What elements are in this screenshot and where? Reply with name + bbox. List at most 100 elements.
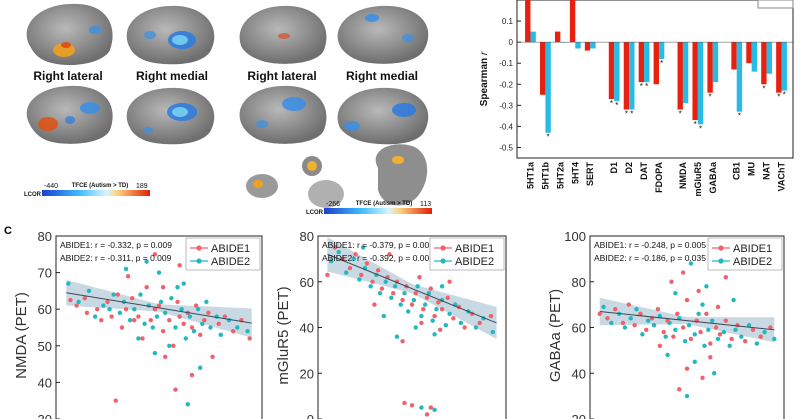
abide2-point	[413, 325, 418, 330]
significance-star: *	[660, 59, 663, 68]
abide2-point	[381, 313, 386, 319]
abide2-point	[692, 359, 697, 365]
correlation-annotation: ABIDE2: r = -0.311, p = 0.009	[60, 253, 172, 263]
abide1-point	[68, 297, 73, 303]
abide2-point	[183, 336, 188, 341]
abide1-point	[347, 265, 353, 271]
abide2-point	[187, 314, 193, 319]
abide1-point	[359, 272, 364, 278]
abide2-point	[434, 307, 439, 312]
abide1-point	[428, 405, 433, 410]
abide1-point	[353, 252, 358, 257]
significance-star: *	[709, 93, 712, 102]
bar-category-label: 5HT4	[570, 162, 580, 184]
brain2-right-medial	[337, 87, 429, 145]
confidence-band	[327, 237, 497, 339]
abide1-point	[750, 327, 756, 332]
abide2-point	[150, 325, 156, 330]
abide2-point	[422, 302, 428, 307]
abide2-point	[686, 323, 692, 328]
abide1-point	[210, 354, 215, 359]
confidence-band	[66, 279, 252, 338]
bar-y-tick-label: -0.2	[499, 80, 513, 89]
significance-star: *	[625, 110, 628, 119]
abide1-point	[152, 307, 158, 312]
abide1-point	[439, 307, 445, 312]
significance-star: *	[738, 112, 741, 121]
abide1-point	[123, 307, 129, 312]
abide2-point	[634, 307, 639, 312]
abide2-point	[132, 307, 137, 312]
abide2-point	[195, 307, 201, 312]
abide2-point	[731, 297, 736, 303]
abide1-point	[400, 297, 405, 303]
abide2-point	[158, 299, 164, 305]
legend-marker	[196, 245, 202, 251]
abide1-point	[189, 372, 195, 378]
abide2-point	[700, 302, 705, 307]
scatter-legend-box	[185, 237, 261, 271]
abide1-point	[613, 307, 618, 312]
scatter-y-tick-label: 40	[38, 375, 52, 390]
abide2-point	[344, 270, 349, 275]
bar-y-tick-label: -0.4	[499, 122, 513, 131]
spearman-bar-chart: 0.1 0 -0.1 -0.2 -0.3 -0.4 -0.5 Spearman r 5HT1a *…	[479, 0, 794, 197]
significance-star: *	[640, 82, 643, 91]
abide1-point	[115, 292, 121, 297]
abide2-point	[107, 307, 112, 312]
abide2-point	[706, 327, 711, 332]
bar-y-tick-label: -0.5	[499, 143, 513, 152]
abide2-point	[328, 258, 334, 264]
abide2-point	[92, 314, 98, 319]
abide2-point	[727, 343, 732, 348]
abide1-point	[409, 302, 415, 307]
abide1-point	[125, 274, 131, 279]
abide2-point	[711, 371, 717, 376]
abide2-point	[76, 299, 81, 305]
abide2-point	[628, 316, 633, 321]
bar-plot-frame	[516, 0, 794, 159]
abide1-point	[632, 323, 637, 328]
scatter-y-tick-label: 20	[300, 366, 314, 381]
abide2-point	[696, 311, 701, 316]
abide1-point	[421, 307, 426, 312]
significance-star: *	[783, 91, 786, 100]
bar-category-label: NMDA	[678, 162, 688, 189]
abide1-point	[758, 334, 763, 339]
abide2-point	[101, 303, 106, 308]
colorbar-left-title: TFCE (Autism > TD)	[72, 183, 129, 189]
scatter-y-tick-label: 20	[572, 412, 586, 419]
abide1-point	[364, 261, 370, 266]
nmda-scatter-plot: 30 40 50 60 70 80 NMDA (PET) ABIDE1: r = -0.332…	[13, 229, 263, 419]
abide1-point	[99, 317, 104, 323]
abide1-point	[671, 334, 676, 339]
abide2-point	[754, 341, 760, 346]
abide2-point	[739, 334, 744, 339]
abide2-point	[136, 336, 141, 341]
abide2-point	[173, 325, 178, 330]
bar-category-label: SERT	[585, 162, 595, 187]
abide2-point	[185, 402, 191, 407]
confidence-band	[599, 297, 775, 343]
brain-left-medial	[126, 5, 215, 65]
abide1-point	[436, 300, 441, 305]
abide1-point	[447, 279, 452, 284]
bar-cyan-D1	[614, 42, 620, 102]
abide1-point	[735, 323, 740, 328]
legend-marker	[440, 245, 446, 251]
bar-red-GABAa	[707, 42, 713, 93]
bar-cyan-5HT4	[575, 42, 581, 49]
abide1-point	[417, 274, 422, 280]
abide2-point	[673, 290, 678, 296]
abide2-point	[377, 290, 383, 296]
bar-category-label: CB1	[732, 162, 742, 180]
brain-right-lateral	[26, 85, 113, 144]
scatter-y-tick-label: 100	[564, 229, 586, 244]
abide2-point	[490, 329, 496, 335]
panel-c-letter: C	[4, 225, 12, 237]
bar-red-CB1	[731, 42, 737, 70]
significance-star: *	[615, 101, 618, 110]
abide2-point	[447, 311, 452, 316]
abide1-point	[696, 288, 701, 294]
scatter-frame	[317, 235, 507, 419]
